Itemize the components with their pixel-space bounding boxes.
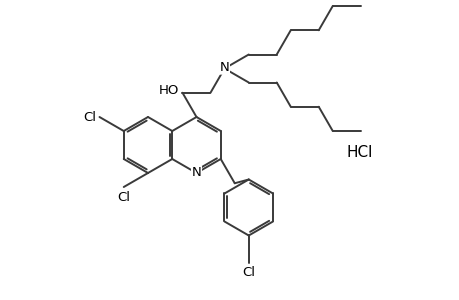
- Text: HCl: HCl: [346, 145, 372, 160]
- Text: N: N: [219, 61, 229, 74]
- Text: Cl: Cl: [242, 266, 255, 280]
- Text: Cl: Cl: [117, 191, 130, 204]
- Text: N: N: [191, 167, 201, 179]
- Text: Cl: Cl: [84, 110, 96, 124]
- Text: HO: HO: [159, 84, 179, 97]
